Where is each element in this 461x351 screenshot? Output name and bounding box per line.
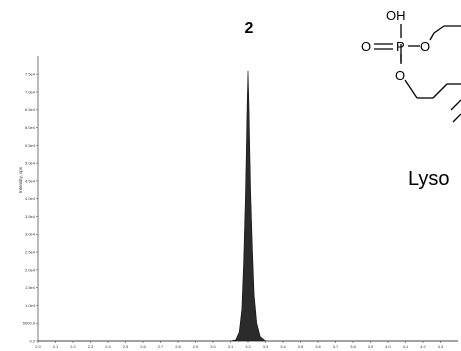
y-tick-label: 7.5e4 — [25, 72, 36, 77]
x-tick-label: 3.8 — [350, 344, 356, 349]
x-tick-label: 2.6 — [140, 344, 146, 349]
y-axis-label: Intensity, cps — [18, 166, 23, 193]
x-tick-label: 2.7 — [158, 344, 164, 349]
bond-o-ring-chain — [429, 32, 435, 41]
x-tick-label: 2.3 — [88, 344, 94, 349]
y-tick-label: 6.0e4 — [25, 125, 36, 130]
bond-o-bottom-chain — [404, 79, 418, 99]
x-tick-label: 4.1 — [403, 344, 409, 349]
x-tick-label: 3.2 — [245, 344, 251, 349]
bond-stub-b — [452, 113, 461, 123]
y-tick-label: 3.0e4 — [25, 232, 36, 237]
x-tick-label: 2.2 — [70, 344, 76, 349]
bond-chain-bottom-2 — [432, 83, 448, 99]
x-tick-label: 2.9 — [193, 344, 199, 349]
y-tick-label: 5000.0 — [23, 321, 36, 326]
x-tick-label: 2.8 — [175, 344, 181, 349]
x-tick-label: 4.3 — [438, 344, 444, 349]
x-tick-label: 3.0 — [210, 344, 216, 349]
x-tick-label: 3.4 — [280, 344, 286, 349]
y-tick-label: 1.0e4 — [25, 303, 36, 308]
x-tick-label: 2.4 — [105, 344, 111, 349]
x-tick-label: 4.0 — [385, 344, 391, 349]
x-tick-label: 2.5 — [123, 344, 129, 349]
y-tick-label: 7.0e4 — [25, 89, 36, 94]
peak-area — [38, 70, 458, 342]
y-tick-label: 1.5e4 — [25, 285, 36, 290]
x-tick-label: 4.2 — [420, 344, 426, 349]
x-tick-label: 2.1 — [53, 344, 59, 349]
atom-o-double: O — [361, 39, 371, 54]
y-tick-label: 0.0 — [29, 338, 35, 343]
y-axis-ticks: 0.0 5000.0 1.0e4 1.5e4 2.0e4 2.5e4 3.0e4 3.5e4 4… — [23, 72, 38, 343]
atom-o-bottom: O — [395, 68, 405, 83]
atom-o-ring: O — [420, 39, 430, 54]
peak-label: 2 — [245, 20, 254, 37]
x-tick-label: 3.5 — [298, 344, 304, 349]
y-tick-label: 2.5e4 — [25, 249, 36, 254]
bond-chain-top — [433, 25, 445, 34]
x-tick-label: 3.9 — [368, 344, 374, 349]
y-tick-label: 2.0e4 — [25, 267, 36, 272]
structure-caption: Lyso — [408, 168, 450, 190]
atom-p: P — [396, 39, 405, 54]
x-tick-label: 2.0 — [35, 344, 41, 349]
x-tick-label: 3.1 — [228, 344, 234, 349]
y-tick-label: 4.0e4 — [25, 196, 36, 201]
y-tick-label: 6.5e4 — [25, 107, 36, 112]
x-tick-label: 3.6 — [315, 344, 321, 349]
x-tick-label: 3.7 — [333, 344, 339, 349]
atom-oh: OH — [386, 8, 406, 23]
x-tick-label: 3.3 — [263, 344, 269, 349]
x-axis-ticks: 2.0 2.1 2.2 2.3 2.4 2.5 2.6 2.7 2.8 2.9 3.0 3.1 3.2 3… — [35, 341, 444, 349]
y-tick-label: 5.5e4 — [25, 143, 36, 148]
bond-stub-a — [450, 99, 461, 111]
y-tick-label: 3.5e4 — [25, 214, 36, 219]
lyso-structure: OH O P O O — [361, 8, 461, 123]
y-tick-label: 5.0e4 — [25, 161, 36, 166]
y-tick-label: 4.5e4 — [25, 178, 36, 183]
